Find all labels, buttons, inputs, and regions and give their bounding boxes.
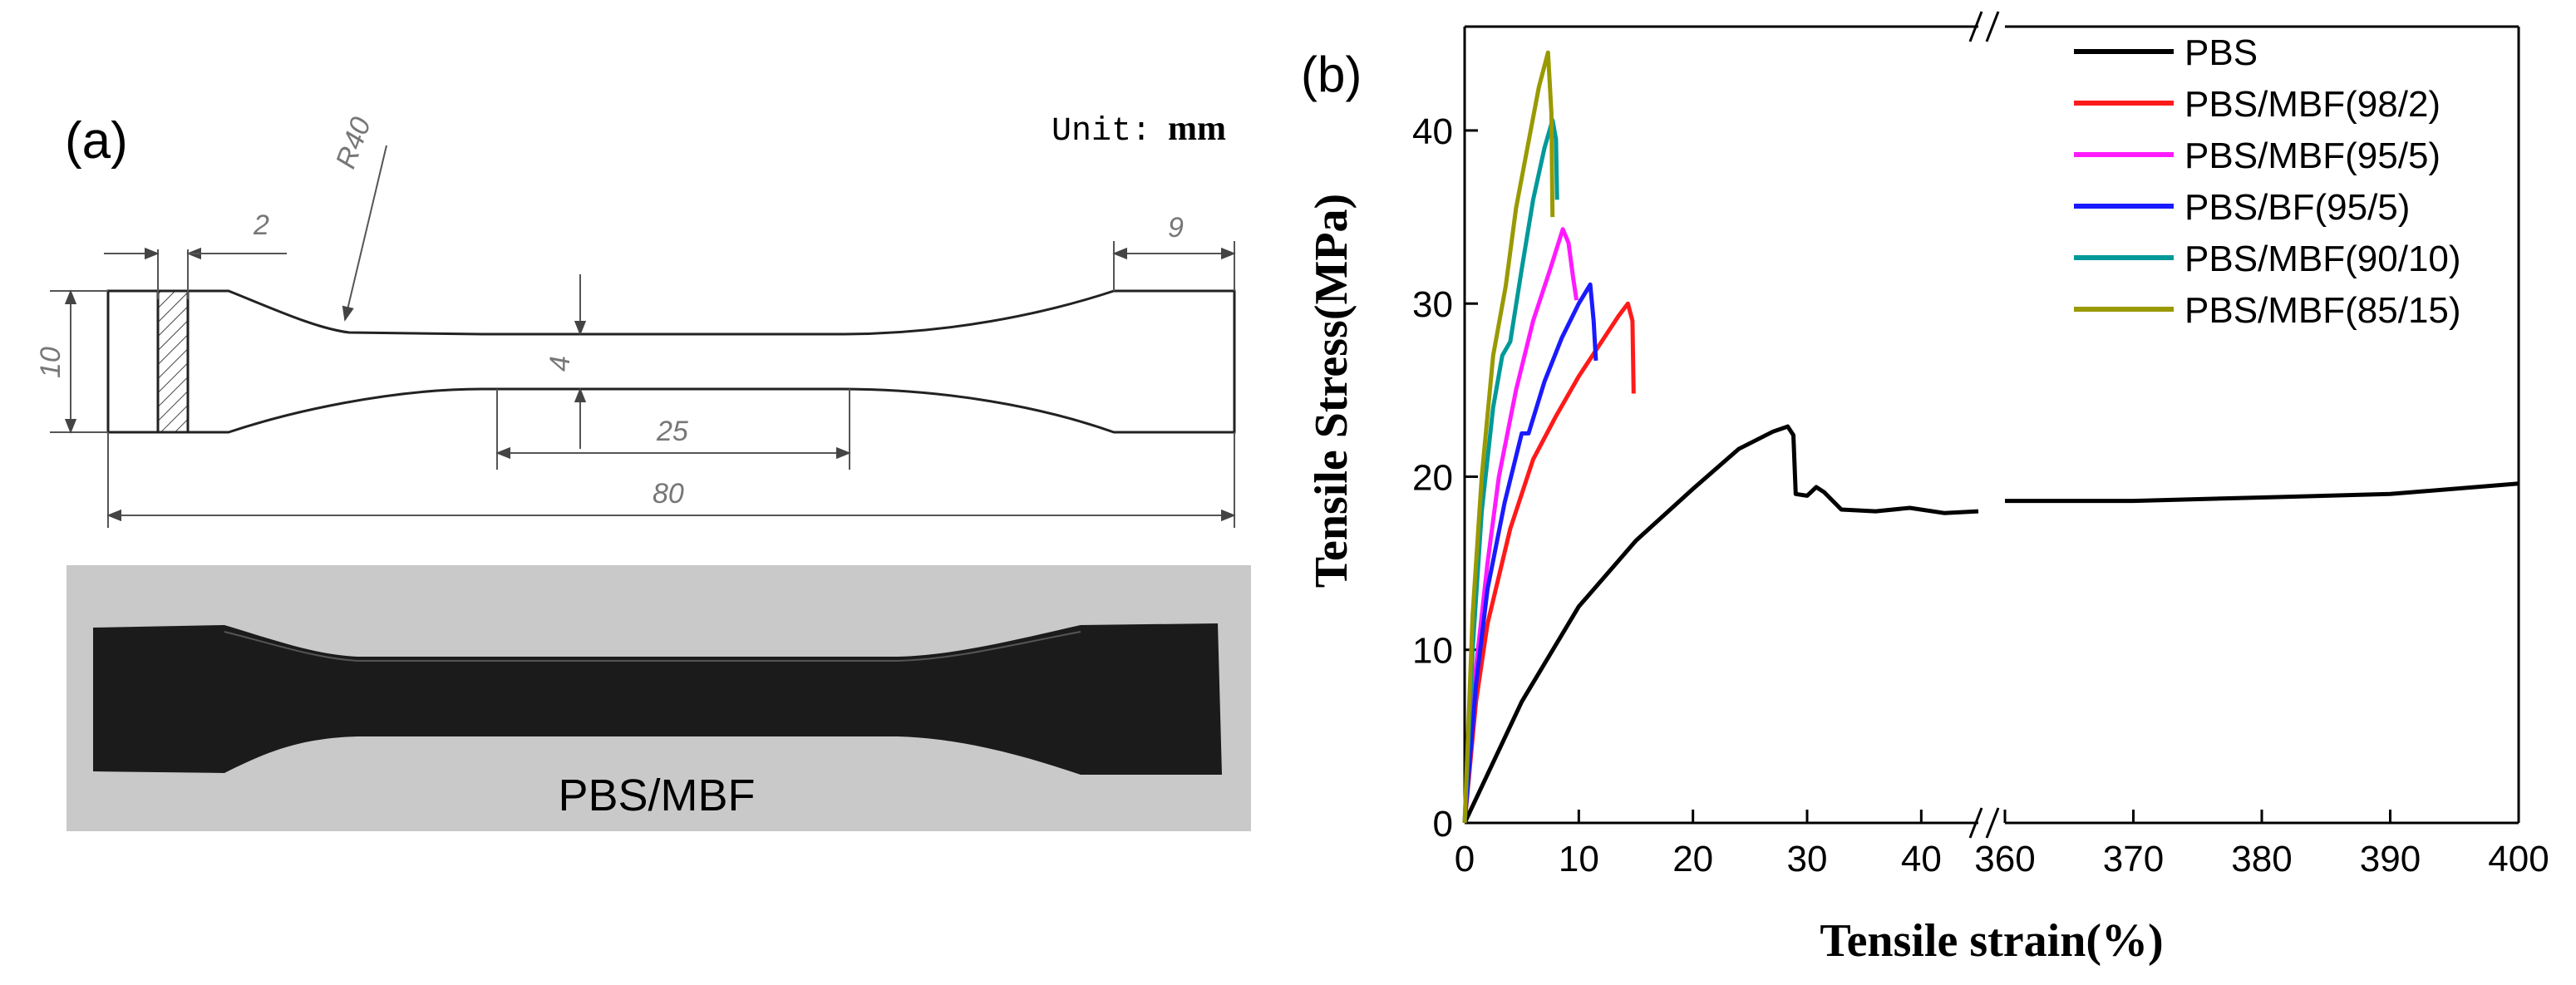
series-line-pbs-mbf-98-2- (1462, 301, 1636, 824)
panel-a: (a) Unit: mm (35, 110, 1251, 831)
panel-b: (b) 0 10 20 30 40 0 10 20 30 40 360 370 380 390 400 P… (1301, 11, 2549, 967)
axis-break-marks (1968, 11, 2000, 839)
x-tick-label: 400 (2488, 839, 2549, 879)
x-tick-label: 20 (1672, 839, 1713, 879)
y-ticks: 0 10 20 30 40 (1412, 111, 1478, 845)
x-tick-label: 390 (2360, 839, 2421, 879)
series-line-pbs-mbf-95-5- (1462, 227, 1579, 824)
unit-value: mm (1168, 110, 1226, 148)
series-line-pbs-bf-95-5- (1462, 282, 1598, 824)
series-line-pbs-mbf-85-15- (1462, 50, 1555, 824)
dim-2: 2 (253, 209, 269, 241)
y-tick-label: 0 (1433, 804, 1453, 845)
x-tick-label: 370 (2103, 839, 2164, 879)
panel-a-label: (a) (65, 112, 128, 170)
dimension-lines (50, 145, 1236, 528)
dim-10: 10 (35, 347, 66, 378)
x-tick-label: 40 (1901, 839, 1942, 879)
specimen-photo: PBS/MBF (66, 565, 1251, 831)
dim-4: 4 (544, 356, 576, 372)
legend-label: PBS/MBF(85/15) (2184, 290, 2461, 331)
legend-label: PBS/MBF(98/2) (2184, 84, 2441, 125)
y-tick-label: 10 (1412, 631, 1453, 672)
specimen-drawing (106, 289, 1236, 434)
series-line-pbs-right (2005, 481, 2519, 504)
series-layer (1462, 50, 2519, 825)
x-axis-label: Tensile strain(%) (1820, 915, 2163, 967)
dim-r40: R40 (330, 113, 377, 173)
dim-9: 9 (1168, 212, 1184, 244)
photo-caption: PBS/MBF (558, 771, 755, 820)
legend-label: PBS (2184, 32, 2258, 73)
chart-frame (1463, 25, 2520, 825)
unit-label: Unit: (1052, 113, 1151, 150)
dim-80: 80 (653, 478, 684, 510)
x-tick-label: 10 (1559, 839, 1599, 879)
photo-edge-highlight (224, 631, 1081, 662)
x-ticks: 0 10 20 30 40 360 370 380 390 400 (1455, 810, 2549, 879)
x-tick-label: 380 (2231, 839, 2292, 879)
y-tick-label: 30 (1412, 284, 1453, 325)
specimen-outline (106, 289, 1236, 434)
legend: PBS PBS/MBF(98/2) PBS/MBF(95/5) PBS/BF(95/5… (2074, 32, 2461, 331)
x-tick-label: 30 (1787, 839, 1828, 879)
series-line-pbs (1462, 424, 1979, 825)
y-tick-label: 20 (1412, 457, 1453, 498)
y-tick-label: 40 (1412, 111, 1453, 152)
dimension-labels: 2 R40 9 10 4 25 80 (35, 113, 1184, 510)
y-axis-label: Tensile Stress(MPa) (1306, 194, 1357, 588)
legend-label: PBS/BF(95/5) (2184, 187, 2410, 228)
dim-25: 25 (656, 416, 688, 447)
x-tick-label: 0 (1455, 839, 1475, 879)
grip-hatch (156, 289, 190, 434)
panel-b-label: (b) (1301, 47, 1362, 102)
legend-label: PBS/MBF(90/10) (2184, 239, 2461, 279)
legend-label: PBS/MBF(95/5) (2184, 135, 2441, 176)
x-tick-label: 360 (1974, 839, 2035, 879)
